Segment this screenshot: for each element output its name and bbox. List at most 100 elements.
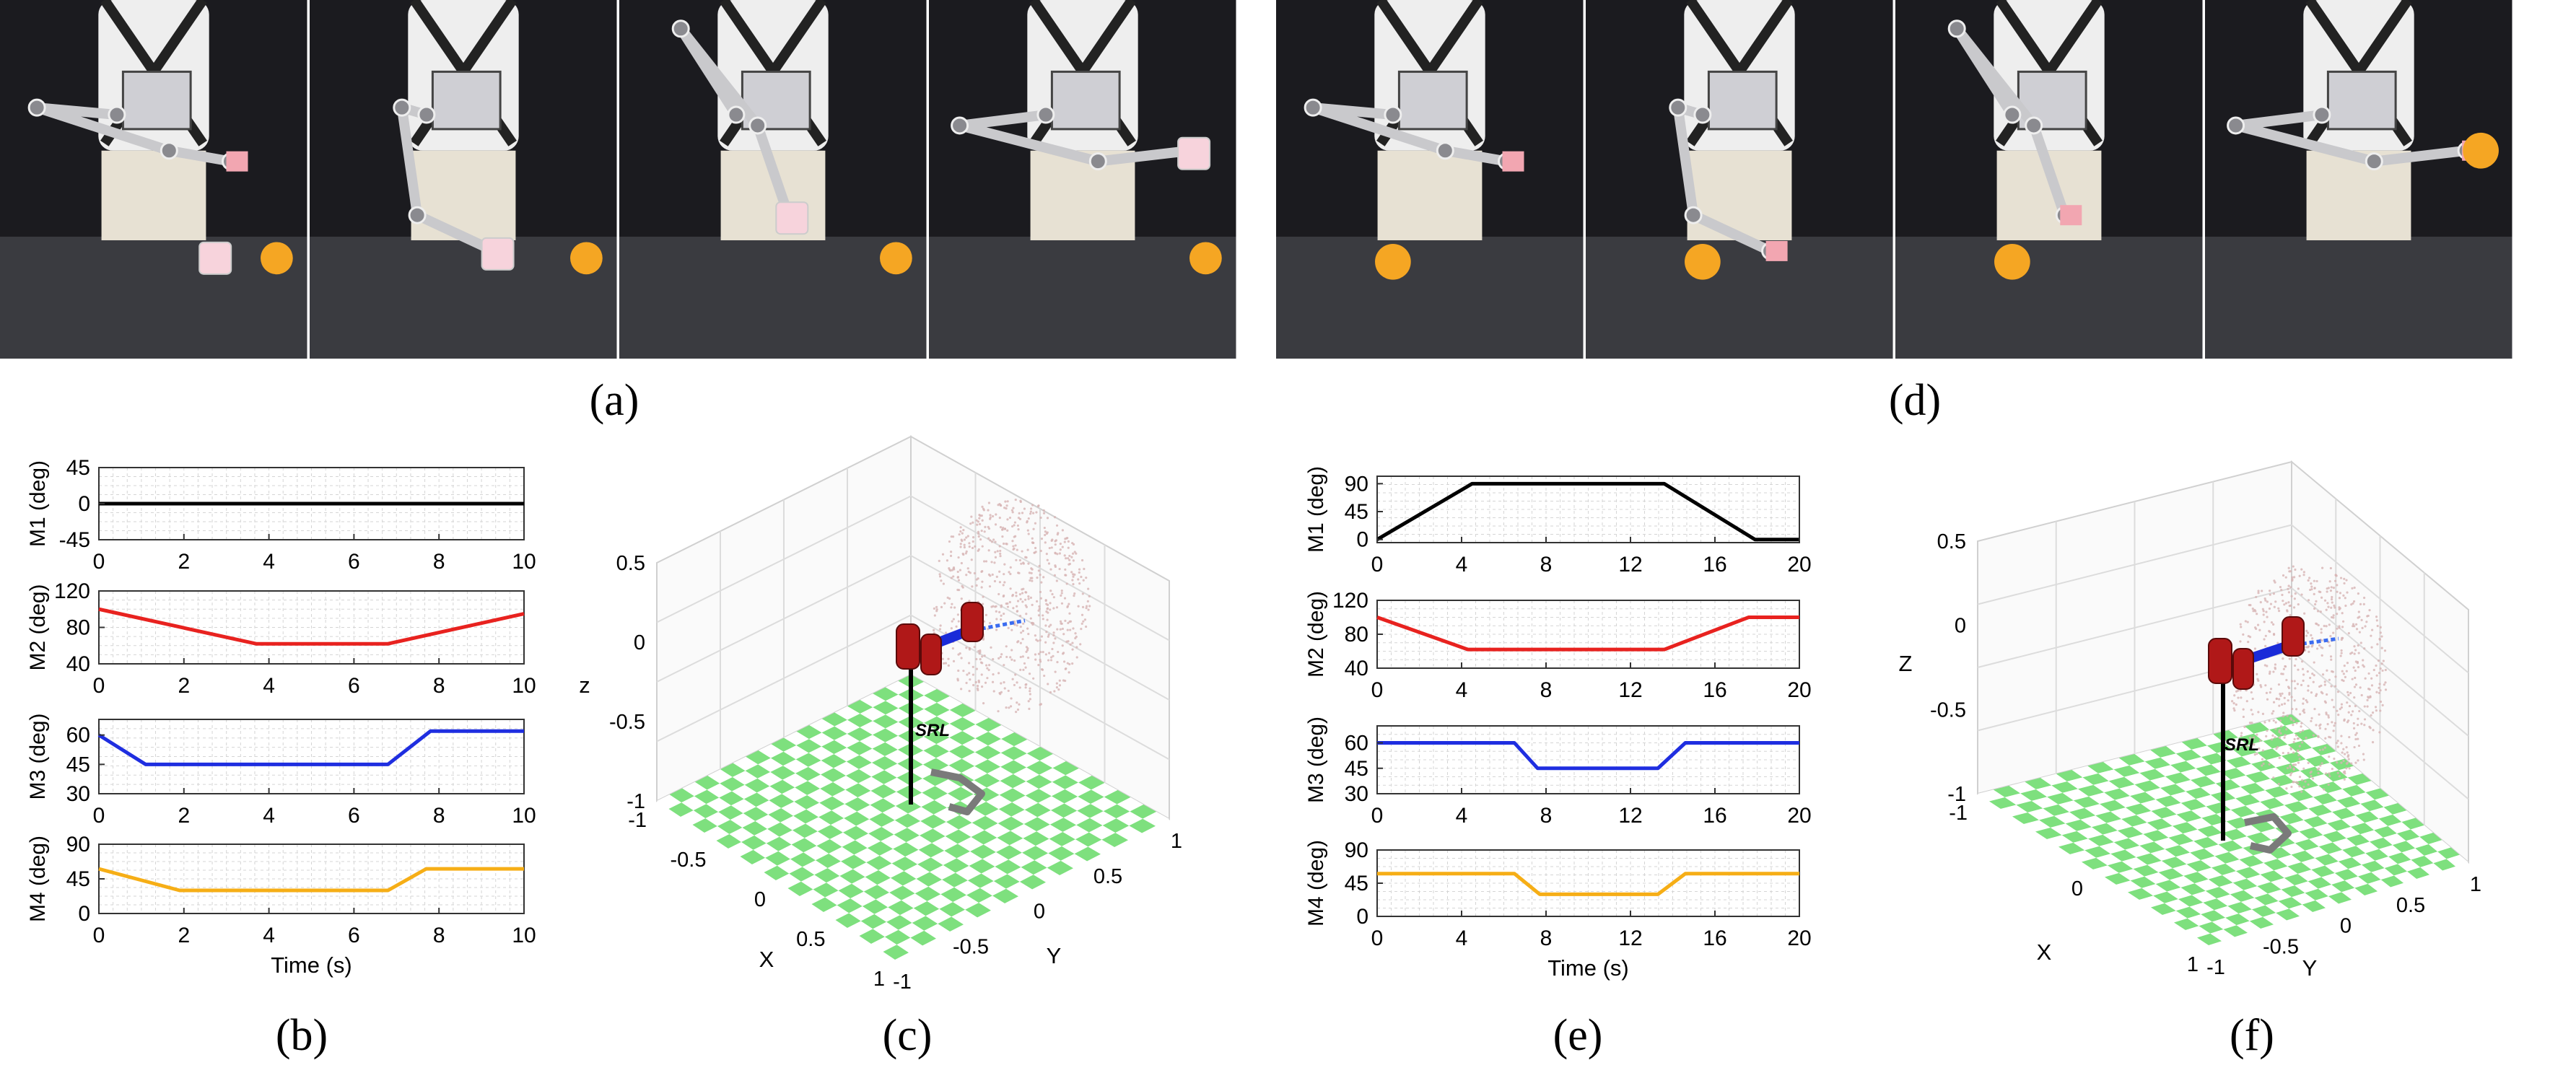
floor-tile	[2334, 869, 2358, 881]
photo-robot-joint	[1088, 152, 1107, 171]
workspace-point	[940, 605, 943, 608]
floor-tile	[833, 776, 859, 790]
floor-tile	[2250, 790, 2275, 802]
workspace-point	[1073, 595, 1075, 597]
workspace-point	[2285, 787, 2288, 790]
workspace-point	[1039, 597, 1042, 600]
workspace-point	[2340, 703, 2344, 706]
workspace-point	[2378, 683, 2381, 685]
x-tick-label: 0	[93, 804, 105, 828]
workspace-point	[2274, 666, 2276, 669]
floor-tile	[2144, 872, 2170, 885]
floor-tile	[1011, 810, 1038, 824]
floor-tile	[2284, 801, 2309, 813]
workspace-point	[2288, 693, 2291, 696]
floor-tile	[1104, 790, 1131, 805]
workspace-point	[2297, 668, 2300, 671]
workspace-point	[1049, 590, 1052, 592]
floor-tile	[776, 873, 801, 888]
workspace-point	[2298, 758, 2301, 761]
workspace-point	[2274, 736, 2276, 739]
workspace-point	[2332, 587, 2336, 590]
workspace-point	[2237, 696, 2240, 699]
workspace-point	[2247, 641, 2250, 644]
workspace-point	[1027, 517, 1030, 520]
workspace-point	[1059, 543, 1062, 546]
series-line-m2	[98, 607, 525, 646]
floor-tile	[948, 745, 975, 759]
floor-tile	[906, 835, 933, 850]
workspace-point	[1018, 512, 1021, 514]
floor-tile	[2360, 830, 2383, 842]
workspace-point	[2339, 654, 2342, 657]
workspace-point	[2258, 747, 2261, 750]
x-tick-label: 6	[348, 924, 360, 947]
workspace-point	[2358, 631, 2361, 634]
workspace-point	[1065, 574, 1067, 577]
floor-tile	[681, 796, 707, 811]
floor-tile	[2150, 849, 2176, 861]
floor-tile	[1117, 797, 1144, 812]
workspace-point	[2331, 595, 2333, 599]
workspace-point	[1073, 551, 1076, 553]
floor-tile	[1038, 796, 1065, 810]
series-line-m3	[97, 729, 524, 766]
floor-tile	[2179, 841, 2204, 853]
floor-tile	[2196, 794, 2221, 807]
floor-tile	[2166, 742, 2192, 754]
floor-tile	[1052, 761, 1079, 776]
workspace-point	[2378, 672, 2381, 675]
floor-tile	[2020, 789, 2048, 801]
floor-tile	[2165, 845, 2191, 857]
floor-tile	[795, 781, 821, 795]
floor-tile	[2361, 860, 2385, 872]
x-tick-label: 2	[178, 924, 190, 947]
workspace-point	[1081, 605, 1085, 608]
workspace-point	[2357, 665, 2360, 669]
floor-tile	[2410, 825, 2433, 837]
workspace-point	[2328, 580, 2331, 583]
workspace-point	[1031, 579, 1034, 582]
workspace-point	[2323, 680, 2326, 683]
floor-tile	[2336, 826, 2360, 838]
floor-tile	[891, 856, 918, 872]
workspace-point	[952, 618, 955, 621]
workspace-point	[951, 569, 953, 571]
workspace-point	[2346, 701, 2349, 704]
workspace-point	[1007, 626, 1010, 629]
workspace-point	[2364, 625, 2367, 628]
workspace-point	[2321, 673, 2325, 676]
workspace-point	[2345, 745, 2348, 749]
workspace-point	[2334, 685, 2337, 688]
floor-tile	[1037, 810, 1064, 825]
workspace-point	[2354, 676, 2357, 680]
floor-tile	[2274, 794, 2299, 805]
workspace-point	[1069, 620, 1073, 623]
floor-tile	[1013, 753, 1040, 768]
workspace-point	[2251, 697, 2254, 701]
workspace-point	[2338, 626, 2341, 629]
workspace-point	[2261, 764, 2263, 767]
workspace-point	[1037, 609, 1040, 612]
floor-tile	[873, 921, 899, 937]
workspace-point	[2262, 762, 2265, 765]
photo-table	[1586, 237, 1893, 359]
workspace-point	[981, 580, 984, 583]
workspace-point	[957, 669, 960, 672]
x-tick-label: 1	[873, 968, 885, 991]
workspace-point	[968, 600, 971, 603]
floor-tile	[2088, 792, 2115, 805]
workspace-point	[2330, 658, 2333, 661]
workspace-point	[2359, 603, 2362, 605]
workspace-point	[2263, 597, 2266, 600]
floor-tile	[2155, 880, 2181, 892]
floor-tile	[842, 825, 869, 841]
workspace-point	[1072, 583, 1075, 586]
workspace-point	[1011, 511, 1014, 514]
floor-tile	[2058, 842, 2085, 854]
workspace-point	[2233, 694, 2236, 697]
floor-tile	[972, 802, 999, 816]
workspace-point	[981, 662, 984, 665]
workspace-point	[2354, 733, 2357, 737]
workspace-point	[2237, 689, 2240, 692]
